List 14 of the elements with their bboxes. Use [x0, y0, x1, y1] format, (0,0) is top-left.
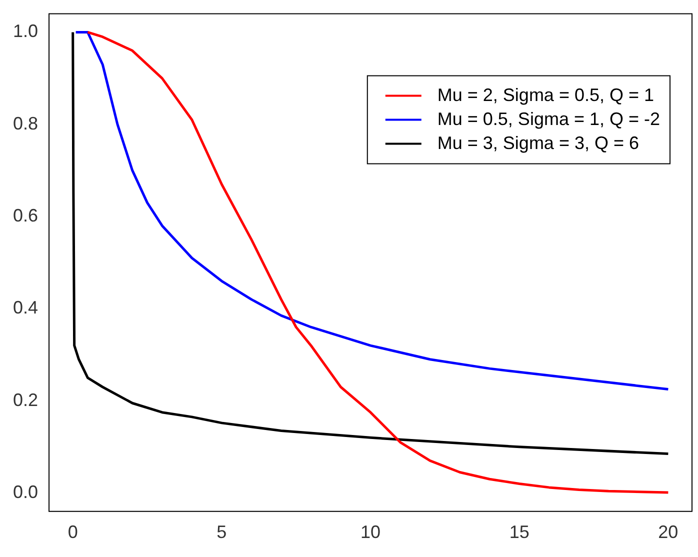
- y-tick-label: 0.6: [12, 205, 38, 226]
- legend-label: Mu = 3, Sigma = 3, Q = 6: [437, 132, 639, 153]
- y-tick-label: 0.0: [12, 482, 38, 502]
- y-tick-label: 0.4: [12, 298, 38, 318]
- x-tick-label: 15: [509, 522, 530, 542]
- legend-label: Mu = 0.5, Sigma = 1, Q = -2: [437, 108, 660, 129]
- y-tick-label: 0.2: [12, 390, 38, 410]
- y-tick-label: 1.0: [12, 21, 38, 42]
- y-tick-label: 0.8: [12, 113, 38, 134]
- x-tick-label: 5: [216, 522, 227, 542]
- x-tick-label: 10: [360, 522, 381, 542]
- x-tick-label: 0: [68, 522, 78, 542]
- x-tick-label: 20: [658, 522, 678, 542]
- legend-label: Mu = 2, Sigma = 0.5, Q = 1: [437, 84, 654, 105]
